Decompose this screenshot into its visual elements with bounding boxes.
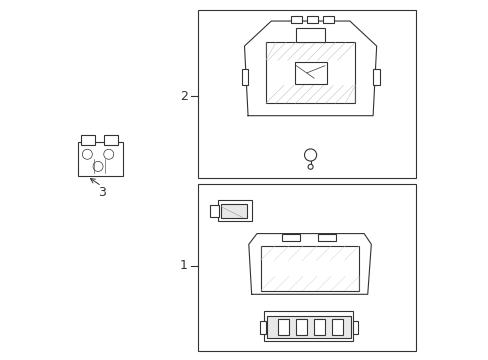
Text: 1: 1 xyxy=(180,259,187,272)
Text: 2: 2 xyxy=(180,90,187,103)
Circle shape xyxy=(307,164,312,169)
Bar xyxy=(296,28,324,42)
Bar xyxy=(296,319,306,336)
Text: 3: 3 xyxy=(98,186,105,199)
Bar xyxy=(81,135,95,145)
Bar xyxy=(220,204,247,218)
Bar xyxy=(352,321,358,334)
Circle shape xyxy=(103,149,114,159)
Bar xyxy=(217,200,251,221)
Bar xyxy=(198,184,415,351)
Circle shape xyxy=(304,149,316,161)
Bar xyxy=(259,321,265,334)
Bar xyxy=(317,234,335,242)
Bar xyxy=(294,62,326,84)
Bar xyxy=(78,143,123,176)
Bar xyxy=(260,246,358,291)
Circle shape xyxy=(93,161,103,171)
Bar xyxy=(306,17,317,23)
Bar xyxy=(265,42,354,103)
Bar xyxy=(266,316,350,338)
Bar xyxy=(282,234,299,242)
Bar xyxy=(323,17,333,23)
Bar xyxy=(104,135,118,145)
Bar xyxy=(264,311,353,341)
Bar xyxy=(278,319,288,336)
Bar xyxy=(241,69,247,85)
Bar xyxy=(372,69,379,85)
Bar xyxy=(209,205,219,217)
Bar xyxy=(290,17,301,23)
Bar xyxy=(331,319,342,336)
Bar xyxy=(198,10,415,178)
Circle shape xyxy=(82,149,92,159)
Bar xyxy=(313,319,324,336)
